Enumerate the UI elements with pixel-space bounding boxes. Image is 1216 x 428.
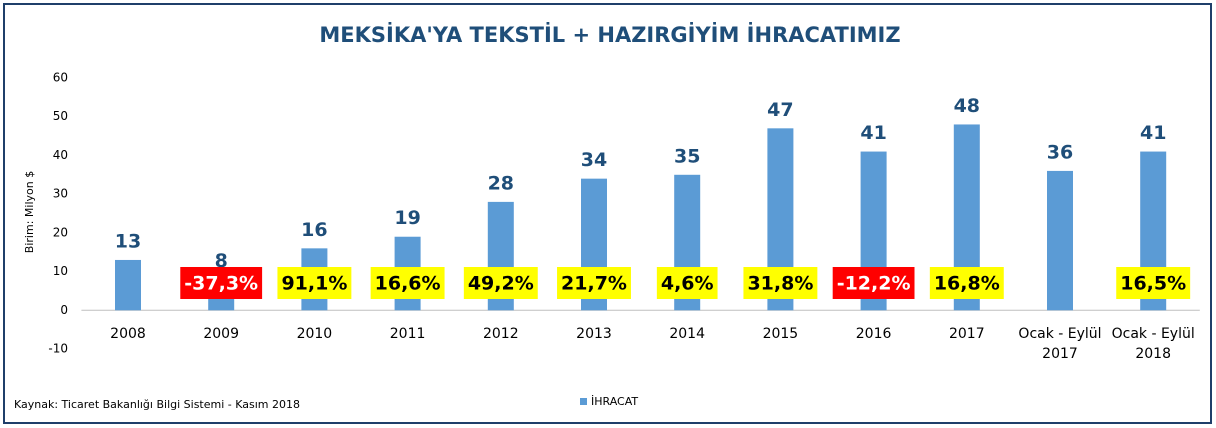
value-label: 16 [301,219,327,241]
legend-swatch [580,398,587,405]
change-label-box [1116,267,1191,299]
y-tick-label: 0 [60,303,68,317]
change-label-box [180,267,263,299]
change-label-box [277,267,352,299]
change-label-box [557,267,631,299]
source-note: Kaynak: Ticaret Bakanlığı Bilgi Sistemi … [14,398,300,411]
x-tick-label: 2012 [482,326,519,342]
y-tick-label: 10 [53,264,68,278]
x-tick-label: 2008 [110,326,146,342]
y-tick-label: 30 [53,187,68,201]
value-label: 13 [115,230,141,252]
value-label: 41 [1140,122,1166,144]
legend-label: İHRACAT [591,395,638,408]
x-tick-label: 2017 [948,326,985,342]
x-tick-label: 2014 [669,326,705,342]
chart-title: MEKSİKA'YA TEKSTİL + HAZIRGİYİM İHRACATI… [319,22,900,47]
x-tick-label: 2015 [762,326,799,342]
y-tick-label: 20 [53,225,68,239]
value-label: 34 [581,149,607,171]
change-label: 21,7% [561,273,627,295]
x-tick-label: 2013 [576,326,612,342]
change-label: 16,5% [1120,273,1186,295]
value-label: 36 [1047,141,1073,163]
change-label-box [832,267,915,299]
value-label: 41 [860,122,886,144]
x-tick-label: 2011 [389,326,426,342]
x-tick-label: 2009 [203,326,239,342]
change-label: 16,6% [375,273,441,295]
value-label: 28 [488,172,514,194]
value-label: 48 [954,95,980,117]
change-label-box [743,267,818,299]
change-label-box [656,267,718,299]
change-label: 91,1% [281,273,347,295]
change-label: -37,3% [184,273,258,295]
change-label: -12,2% [837,273,911,295]
y-axis-label: Birim: Milyon $ [23,171,36,253]
change-label-box [370,267,445,299]
bar [1047,170,1073,311]
value-label: 19 [394,207,420,229]
x-tick-label: 2010 [296,326,333,342]
change-label-box [463,267,538,299]
y-tick-label: -10 [48,342,68,356]
bar [115,259,141,311]
change-label: 16,8% [934,273,1000,295]
change-label: 49,2% [468,273,534,295]
x-tick-label: Ocak - Eylül 2017 [1018,326,1102,362]
change-label: 31,8% [747,273,813,295]
value-label: 35 [674,145,700,167]
y-tick-label: 50 [53,109,68,123]
x-tick-label: Ocak - Eylül 2018 [1111,326,1195,362]
y-tick-label: 40 [53,148,68,162]
change-label-box [929,267,1004,299]
x-tick-label: 2016 [855,326,892,342]
value-label: 47 [767,99,793,121]
y-tick-label: 60 [53,71,68,85]
change-label: 4,6% [661,273,714,295]
chart-border [3,3,1212,424]
value-label: 8 [215,250,228,272]
